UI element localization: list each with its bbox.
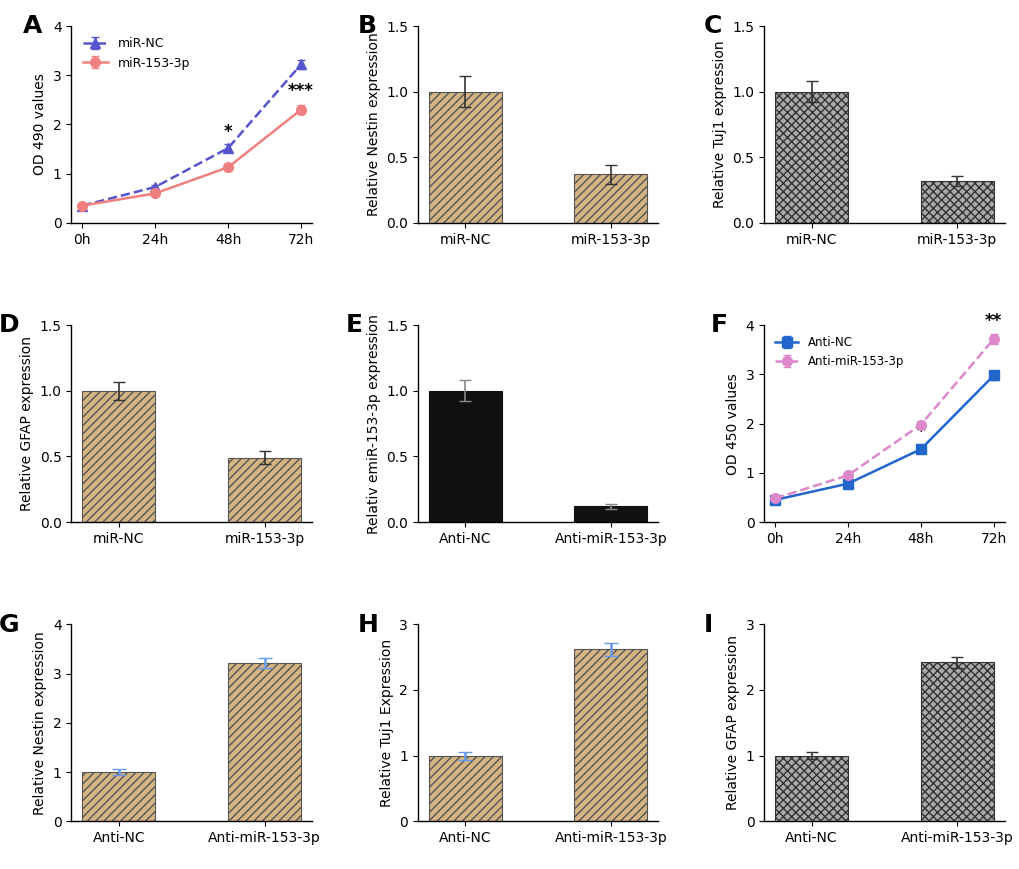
Legend: miR-NC, miR-153-3p: miR-NC, miR-153-3p	[77, 32, 195, 75]
Bar	[774, 91, 847, 222]
Y-axis label: Relative Nestin expression: Relative Nestin expression	[366, 33, 380, 216]
Bar	[920, 181, 993, 222]
Text: **: **	[984, 312, 1002, 330]
Text: E: E	[345, 314, 363, 337]
Bar	[428, 391, 501, 522]
Y-axis label: Relative Nestin expression: Relative Nestin expression	[34, 631, 47, 814]
Text: *: *	[223, 123, 232, 141]
Y-axis label: Relative Tuj1 expression: Relative Tuj1 expression	[712, 41, 727, 209]
Bar	[83, 772, 155, 821]
Text: ***: ***	[287, 83, 314, 100]
Text: G: G	[0, 613, 19, 637]
Y-axis label: Relative GFAP expression: Relative GFAP expression	[20, 336, 34, 511]
Text: A: A	[23, 14, 43, 38]
Bar	[83, 391, 155, 522]
Y-axis label: OD 490 values: OD 490 values	[34, 74, 47, 176]
Bar	[428, 91, 501, 222]
Y-axis label: Relative Tuj1 Expression: Relative Tuj1 Expression	[379, 639, 393, 806]
Bar	[574, 649, 647, 821]
Y-axis label: Relativ emiR-153-3p expression: Relativ emiR-153-3p expression	[366, 314, 380, 534]
Bar	[428, 756, 501, 821]
Text: I: I	[703, 613, 712, 637]
Bar	[574, 175, 647, 222]
Text: F: F	[710, 314, 728, 337]
Y-axis label: OD 450 values: OD 450 values	[726, 373, 739, 474]
Bar	[774, 756, 847, 821]
Bar	[228, 663, 301, 821]
Y-axis label: Relative GFAP expression: Relative GFAP expression	[726, 635, 739, 810]
Text: H: H	[358, 613, 378, 637]
Text: D: D	[0, 314, 19, 337]
Bar	[574, 507, 647, 522]
Bar	[228, 458, 301, 522]
Text: B: B	[358, 14, 376, 38]
Text: C: C	[703, 14, 721, 38]
Bar	[920, 662, 993, 821]
Legend: Anti-NC, Anti-miR-153-3p: Anti-NC, Anti-miR-153-3p	[769, 331, 908, 373]
Text: *: *	[916, 423, 924, 441]
